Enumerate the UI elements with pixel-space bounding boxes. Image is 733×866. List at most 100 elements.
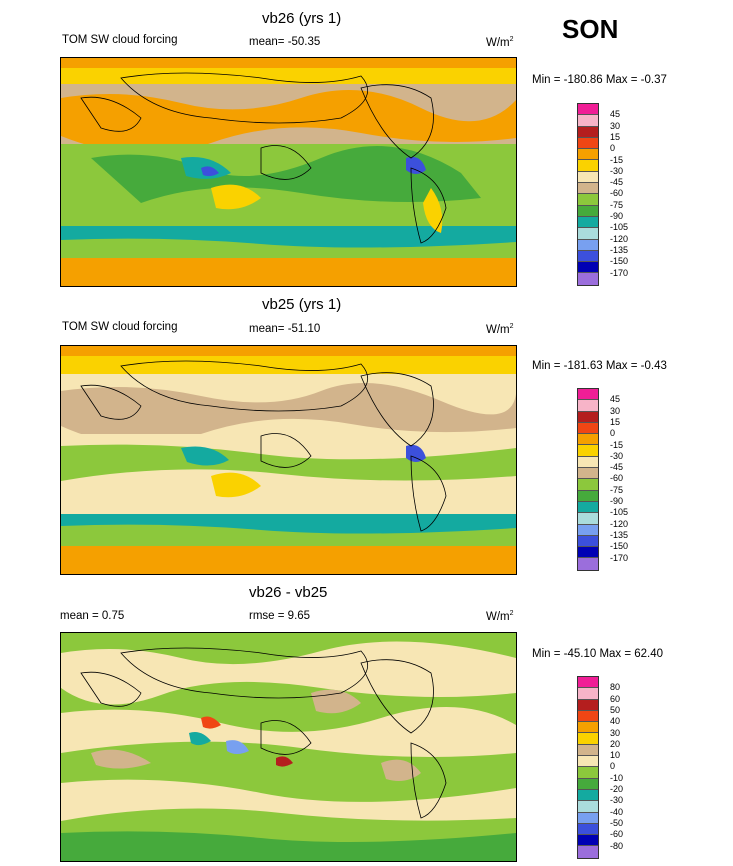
colorbar-level-label: -50 [610, 817, 624, 828]
stat-label: mean= [249, 36, 285, 48]
map-panel-1 [60, 57, 517, 287]
stat-value: -50.35 [287, 36, 321, 48]
colorbar-level-label: -135 [610, 244, 629, 255]
colorbar-swatch [578, 722, 598, 734]
colorbar-level-label: 45 [610, 109, 621, 120]
colorbar-level-label: -150 [610, 256, 629, 267]
minmax-label: Min = -180.86 Max = -0.37 [532, 74, 667, 86]
colorbar-level-label: -135 [610, 529, 629, 540]
colorbar [577, 676, 599, 859]
colorbar-swatch [578, 812, 598, 824]
colorbar-level-label: 60 [610, 693, 621, 704]
colorbar-level-label: 20 [610, 738, 621, 749]
colorbar-level-label: -15 [610, 439, 624, 450]
colorbar-level-label: -170 [610, 267, 629, 278]
colorbar-level-label: -120 [610, 233, 629, 244]
unit-base: W/m [486, 36, 510, 49]
colorbar-swatch [578, 479, 598, 491]
unit-exponent: 2 [509, 36, 514, 43]
colorbar-swatch [578, 513, 598, 525]
colorbar-swatch [578, 677, 598, 689]
colorbar-swatch [578, 823, 598, 836]
colorbar-swatch [578, 699, 598, 711]
colorbar-swatch [578, 171, 598, 184]
map-panel-3 [60, 632, 517, 862]
colorbar-level-label: -10 [610, 772, 624, 783]
colorbar-swatch [578, 205, 598, 217]
colorbar-level-label: -80 [610, 840, 624, 851]
colorbar-level-label: -15 [610, 154, 624, 165]
colorbar-swatch [578, 239, 598, 251]
colorbar-swatch [578, 558, 598, 570]
colorbar-level-label: -45 [610, 177, 624, 188]
minmax-label: Min = -45.10 Max = 62.40 [532, 648, 664, 660]
colorbar-swatch [578, 250, 598, 263]
colorbar-swatch [578, 756, 598, 768]
unit-exponent: 2 [509, 610, 514, 617]
colorbar-swatch [578, 789, 598, 802]
colorbar-level-label: -30 [610, 165, 624, 176]
colorbar-level-label: -30 [610, 450, 624, 461]
panel-left-label: TOM SW cloud forcing [62, 34, 178, 46]
panel-title: vb26 (yrs 1) [262, 10, 342, 27]
panel-title: vb25 (yrs 1) [262, 296, 342, 313]
colorbar-level-label: -170 [610, 552, 629, 563]
colorbar-swatch [578, 468, 598, 480]
colorbar-level-label: 50 [610, 704, 621, 715]
colorbar-swatch [578, 710, 598, 723]
colorbar-level-label: -105 [610, 222, 629, 233]
colorbar-swatch [578, 160, 598, 172]
colorbar-level-label: -30 [610, 795, 624, 806]
colorbar-level-label: 80 [610, 682, 621, 693]
colorbar-swatch [578, 411, 598, 423]
colorbar-level-label: 30 [610, 120, 621, 131]
colorbar-swatch [578, 216, 598, 229]
colorbar-level-label: -40 [610, 806, 624, 817]
colorbar [577, 103, 599, 286]
colorbar-level-label: 45 [610, 394, 621, 405]
colorbar-swatch [578, 767, 598, 779]
panel-left-label: mean = 0.75 [60, 610, 125, 622]
colorbar-level-label: -60 [610, 829, 624, 840]
colorbar-swatch [578, 262, 598, 274]
colorbar-swatch [578, 400, 598, 412]
stat-value: 9.65 [287, 610, 311, 622]
colorbar-level-label: -75 [610, 484, 624, 495]
panel-stat: mean= -51.10 [249, 323, 320, 335]
colorbar [577, 388, 599, 571]
colorbar-level-label: -120 [610, 518, 629, 529]
colorbar-swatch [578, 149, 598, 161]
unit-label: W/m2 [486, 323, 514, 336]
colorbar-level-label: -75 [610, 199, 624, 210]
colorbar-level-label: -20 [610, 784, 624, 794]
panel-left-label: TOM SW cloud forcing [62, 321, 178, 333]
stat-label: rmse = [249, 610, 285, 622]
unit-label: W/m2 [486, 36, 514, 49]
colorbar-level-label: -45 [610, 462, 624, 473]
season-label: SON [562, 14, 619, 44]
colorbar-swatch [578, 194, 598, 206]
colorbar-level-label: 40 [610, 716, 621, 727]
colorbar-swatch [578, 501, 598, 514]
colorbar-level-label: -90 [610, 496, 624, 506]
minmax-label: Min = -181.63 Max = -0.43 [532, 360, 667, 372]
colorbar-level-label: 10 [610, 750, 621, 761]
colorbar-swatch [578, 456, 598, 469]
colorbar-level-label: -60 [610, 188, 624, 199]
unit-label: W/m2 [486, 610, 514, 623]
colorbar-swatch [578, 137, 598, 150]
colorbar-swatch [578, 115, 598, 127]
colorbar-swatch [578, 273, 598, 285]
colorbar-swatch [578, 778, 598, 790]
colorbar-swatch [578, 490, 598, 502]
unit-base: W/m [486, 323, 510, 336]
colorbar-swatch [578, 801, 598, 813]
colorbar-swatch [578, 228, 598, 240]
colorbar-swatch [578, 104, 598, 116]
panel-stat: rmse = 9.65 [249, 610, 310, 622]
colorbar-swatch [578, 445, 598, 457]
colorbar-level-label: 0 [610, 761, 616, 772]
colorbar-swatch [578, 422, 598, 435]
colorbar-swatch [578, 547, 598, 559]
colorbar-swatch [578, 744, 598, 757]
